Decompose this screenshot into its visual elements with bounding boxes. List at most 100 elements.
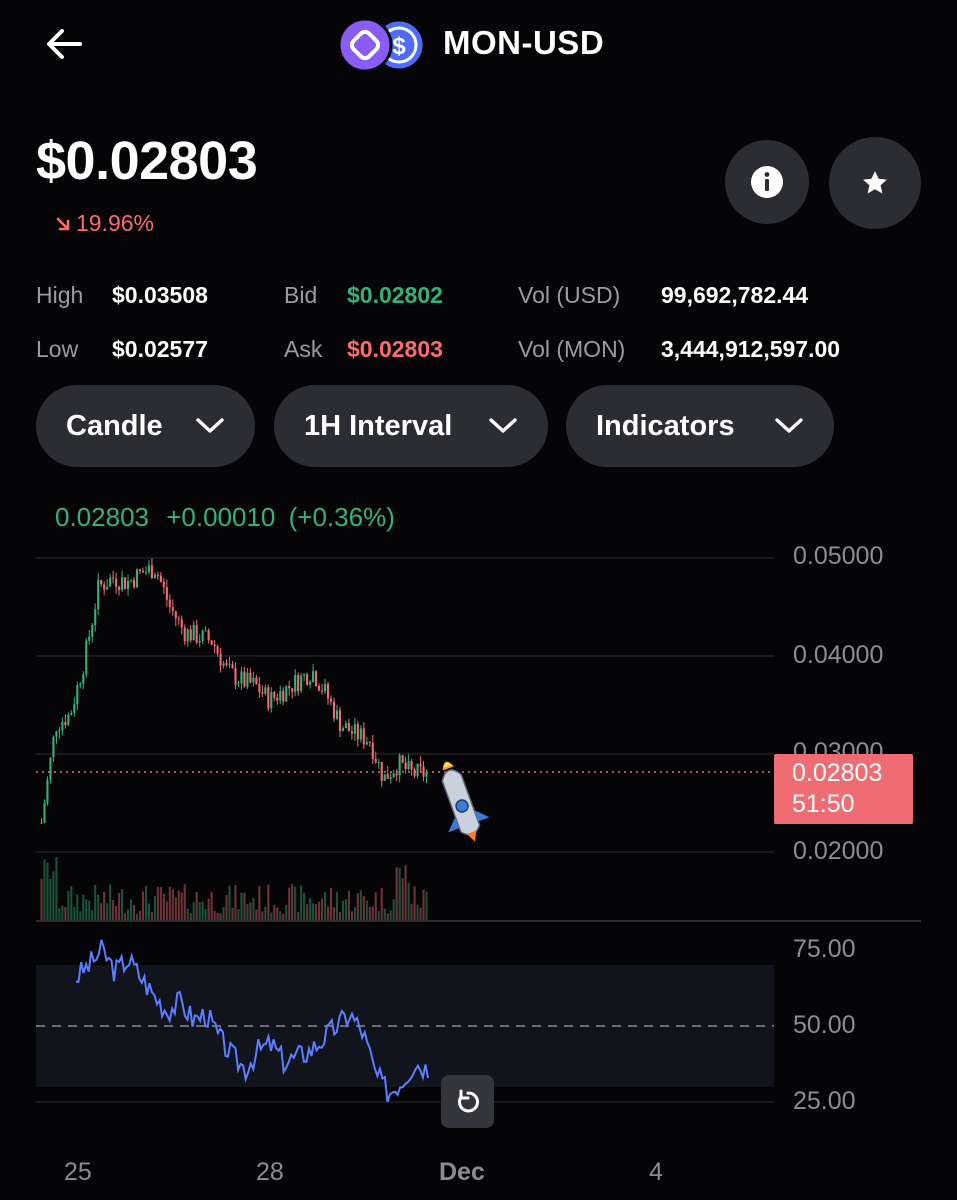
candle-body (115, 578, 118, 587)
volume-bar (49, 878, 52, 920)
candles (40, 558, 428, 824)
candle-body (180, 619, 183, 628)
candle-body (240, 671, 243, 684)
volume-bar (216, 913, 219, 920)
candle-body (73, 704, 76, 713)
candle-body (270, 692, 273, 709)
volume-bar (103, 891, 106, 920)
volume-bar (234, 885, 237, 920)
vol-usd-value: 99,692,782.44 (661, 282, 809, 308)
candle-body (377, 761, 380, 763)
volume-bar (267, 884, 270, 920)
candle-body (82, 674, 85, 684)
star-icon (863, 171, 887, 194)
volume-bar (246, 903, 249, 920)
volume-bar (43, 859, 46, 920)
candle-body (207, 630, 210, 641)
current-price: $0.02803 (36, 131, 258, 191)
volume-bar (252, 898, 255, 920)
volume-bar (144, 886, 147, 920)
candle-body (210, 640, 213, 645)
candle-body (326, 683, 330, 699)
volume-bar (121, 889, 124, 920)
volume-bar (70, 886, 73, 920)
candle-body (153, 574, 156, 579)
volume-bar (82, 894, 85, 920)
volume-bar (85, 899, 88, 920)
volume-bar (156, 886, 159, 920)
candle-body (88, 636, 91, 641)
candle-body (255, 677, 258, 685)
volume-bar (97, 894, 100, 920)
candle-body (195, 624, 198, 643)
candle-body (279, 690, 282, 701)
bid-value: $0.02802 (347, 282, 443, 308)
chart-summary: 0.02803 +0.00010 (+0.36%) (55, 502, 395, 533)
interval-dropdown[interactable]: 1H Interval (274, 385, 548, 467)
volume-bar (135, 913, 139, 920)
volume-bar (222, 907, 225, 920)
candle-body (94, 609, 97, 625)
volume-bar (195, 891, 198, 920)
candle-body (46, 779, 49, 804)
candle-body (189, 629, 192, 641)
candle-body (162, 581, 165, 588)
info-icon (751, 166, 783, 198)
volume-bar (323, 891, 327, 920)
candle-body (109, 577, 112, 587)
volume-bar (165, 901, 168, 920)
candle-body (252, 677, 255, 683)
candle-body (383, 774, 386, 781)
favorite-button[interactable] (829, 137, 921, 229)
chevron-down-icon (775, 418, 803, 433)
volume-bar (255, 909, 258, 920)
candle-body (365, 741, 368, 745)
volume-bar (329, 888, 333, 920)
volume-bar (129, 899, 133, 920)
volume-bar (368, 906, 371, 920)
candle-body (303, 674, 306, 676)
volume-bar (55, 856, 58, 920)
candle-body (61, 721, 64, 731)
summary-last: 0.02803 (55, 502, 149, 532)
candle-body (294, 675, 297, 692)
rocket-icon (441, 761, 490, 842)
candle-body (419, 763, 422, 767)
price-axis-tick: 0.04000 (793, 641, 884, 669)
price-chart[interactable] (0, 530, 957, 1140)
volume-bar (347, 890, 350, 920)
candle-body (141, 570, 145, 573)
indicators-dropdown[interactable]: Indicators (566, 385, 834, 467)
candle-body (395, 773, 398, 776)
candle-body (144, 572, 147, 574)
info-button[interactable] (725, 140, 809, 224)
candle-body (64, 721, 67, 726)
monad-logo-icon (337, 17, 393, 73)
chart-type-dropdown[interactable]: Candle (36, 385, 255, 467)
back-button[interactable] (40, 22, 88, 66)
candle-body (362, 728, 365, 745)
volume-bar (374, 892, 377, 920)
volume-bar (419, 907, 422, 920)
candle-body (300, 675, 303, 691)
volume-bar (395, 867, 398, 920)
candle-body (321, 690, 324, 692)
rsi-line (75, 939, 429, 1103)
volume-bar (240, 892, 243, 920)
candle-body (410, 760, 413, 770)
candle-body (171, 607, 174, 612)
price-change-pct: 19.96% (76, 210, 155, 236)
volume-bar (243, 892, 246, 920)
current-price-tag: 0.02803 51:50 (774, 754, 913, 824)
volume-bar (115, 906, 118, 920)
reset-chart-button[interactable] (441, 1075, 494, 1128)
volume-bar (189, 913, 192, 920)
candle-body (335, 710, 339, 719)
candle-body (52, 736, 55, 758)
volume-bar (138, 910, 142, 920)
volume-bar (201, 901, 204, 920)
low-value: $0.02577 (112, 336, 208, 362)
candle-body (318, 685, 321, 691)
volume-bar (297, 912, 300, 920)
chevron-down-icon (196, 418, 224, 433)
